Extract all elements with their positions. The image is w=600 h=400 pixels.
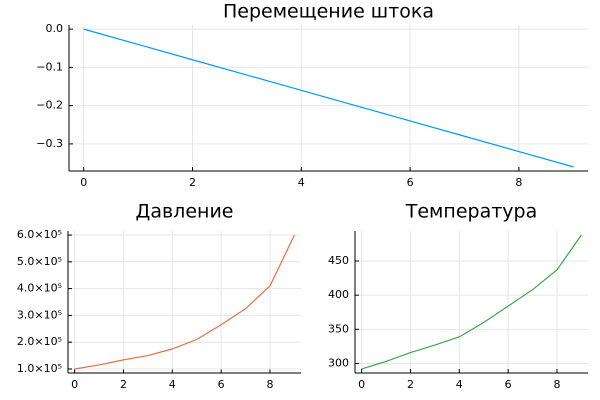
- x-tick-label: 8: [266, 378, 273, 391]
- y-tick-label: −0.2: [36, 99, 63, 112]
- data-line: [74, 234, 295, 370]
- x-tick-label: 6: [218, 378, 225, 391]
- y-tick-label: 300: [328, 357, 349, 370]
- y-tick-label: −0.3: [36, 137, 63, 150]
- x-tick-label: 2: [407, 378, 414, 391]
- chart-title: Перемещение штока: [223, 1, 434, 23]
- y-tick-label: 3.0×10⁵: [17, 308, 62, 321]
- x-tick-label: 0: [80, 176, 87, 189]
- y-tick-label: −0.1: [36, 60, 63, 73]
- x-tick-label: 4: [456, 378, 463, 391]
- y-tick-label: 350: [328, 322, 349, 335]
- x-tick-label: 4: [169, 378, 176, 391]
- x-tick-label: 2: [189, 176, 196, 189]
- x-tick-label: 8: [515, 176, 522, 189]
- y-tick-label: 4.0×10⁵: [17, 282, 62, 295]
- chart-title: Давление: [136, 201, 234, 223]
- x-tick-label: 0: [358, 378, 365, 391]
- data-line: [83, 28, 574, 168]
- chart-title: Температура: [405, 201, 537, 223]
- y-tick-label: 1.0×10⁵: [17, 362, 62, 375]
- x-tick-label: 6: [407, 176, 414, 189]
- y-tick-label: 0.0: [46, 22, 64, 35]
- data-line: [361, 234, 582, 370]
- y-tick-label: 6.0×10⁵: [17, 228, 62, 241]
- x-tick-label: 8: [553, 378, 560, 391]
- x-tick-label: 4: [298, 176, 305, 189]
- x-tick-label: 6: [505, 378, 512, 391]
- x-tick-label: 2: [120, 378, 127, 391]
- y-tick-label: 2.0×10⁵: [17, 335, 62, 348]
- y-tick-label: 400: [328, 288, 349, 301]
- x-tick-label: 0: [71, 378, 78, 391]
- y-tick-label: 450: [328, 254, 349, 267]
- y-tick-label: 5.0×10⁵: [17, 255, 62, 268]
